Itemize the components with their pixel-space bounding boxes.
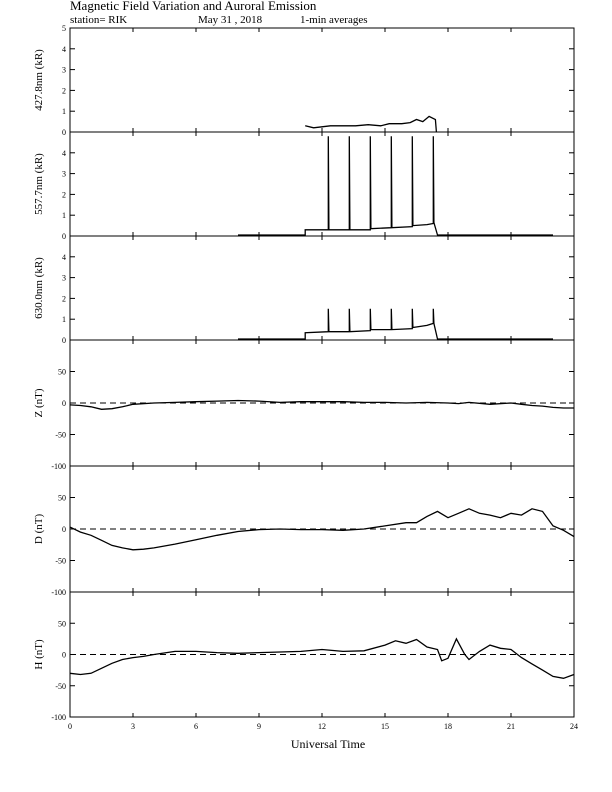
series-line xyxy=(238,136,553,236)
x-tick-label: 9 xyxy=(257,722,261,731)
y-tick-label: 0 xyxy=(62,651,66,660)
y-tick-label: 0 xyxy=(62,128,66,137)
x-tick-label: 6 xyxy=(194,722,198,731)
x-tick-label: 12 xyxy=(318,722,326,731)
series-line xyxy=(69,637,575,679)
y-tick-label: 5 xyxy=(62,24,66,33)
y-tick-label: 4 xyxy=(62,149,66,158)
averaging-label: 1-min averages xyxy=(300,14,368,26)
series-line xyxy=(69,399,574,410)
y-tick-label: 4 xyxy=(62,253,66,262)
x-tick-label: 24 xyxy=(570,722,578,731)
y-tick-label: 2 xyxy=(62,86,66,95)
y-tick-label: 4 xyxy=(62,45,66,54)
y-tick-label: 0 xyxy=(62,232,66,241)
y-tick-label: -100 xyxy=(51,462,66,471)
panel-frame xyxy=(69,235,575,341)
y-tick-label: 50 xyxy=(58,619,66,628)
panel-frame xyxy=(69,131,575,237)
chart-title: Magnetic Field Variation and Auroral Emi… xyxy=(70,0,317,13)
y-tick-label: -100 xyxy=(51,713,66,722)
y-tick-label: 1 xyxy=(62,107,66,116)
x-tick-label: 18 xyxy=(444,722,452,731)
y-axis-label: D (nT) xyxy=(33,514,45,545)
y-tick-label: 50 xyxy=(58,368,66,377)
x-tick-label: 3 xyxy=(131,722,135,731)
y-tick-label: 2 xyxy=(62,294,66,303)
x-tick-label: 0 xyxy=(68,722,72,731)
y-tick-label: 2 xyxy=(62,190,66,199)
x-tick-label: 15 xyxy=(381,722,389,731)
x-axis-label: Universal Time xyxy=(291,737,365,751)
y-tick-label: 0 xyxy=(62,399,66,408)
y-tick-label: 50 xyxy=(58,494,66,503)
y-tick-label: 3 xyxy=(62,66,66,75)
y-tick-label: 1 xyxy=(62,315,66,324)
y-tick-label: -100 xyxy=(51,588,66,597)
y-axis-label: 427.8nm (kR) xyxy=(33,49,45,111)
y-tick-label: -50 xyxy=(55,557,66,566)
y-axis-label: 630.0nm (kR) xyxy=(33,257,45,319)
y-tick-label: -50 xyxy=(55,431,66,440)
y-tick-label: 3 xyxy=(62,274,66,283)
series-line xyxy=(69,508,575,551)
y-axis-label: H (nT) xyxy=(33,639,45,670)
y-tick-label: 1 xyxy=(62,211,66,220)
series-line xyxy=(305,115,438,133)
y-tick-label: 0 xyxy=(62,525,66,534)
date-label: May 31 , 2018 xyxy=(198,14,263,26)
x-tick-label: 21 xyxy=(507,722,515,731)
y-tick-label: -50 xyxy=(55,682,66,691)
station-label: station= RIK xyxy=(70,14,127,26)
y-axis-label: Z (nT) xyxy=(33,388,45,417)
y-tick-label: 0 xyxy=(62,336,66,345)
y-axis-label: 557.7nm (kR) xyxy=(33,153,45,215)
y-tick-label: 3 xyxy=(62,170,66,179)
panel-frame xyxy=(69,27,575,133)
series-line xyxy=(238,308,553,340)
